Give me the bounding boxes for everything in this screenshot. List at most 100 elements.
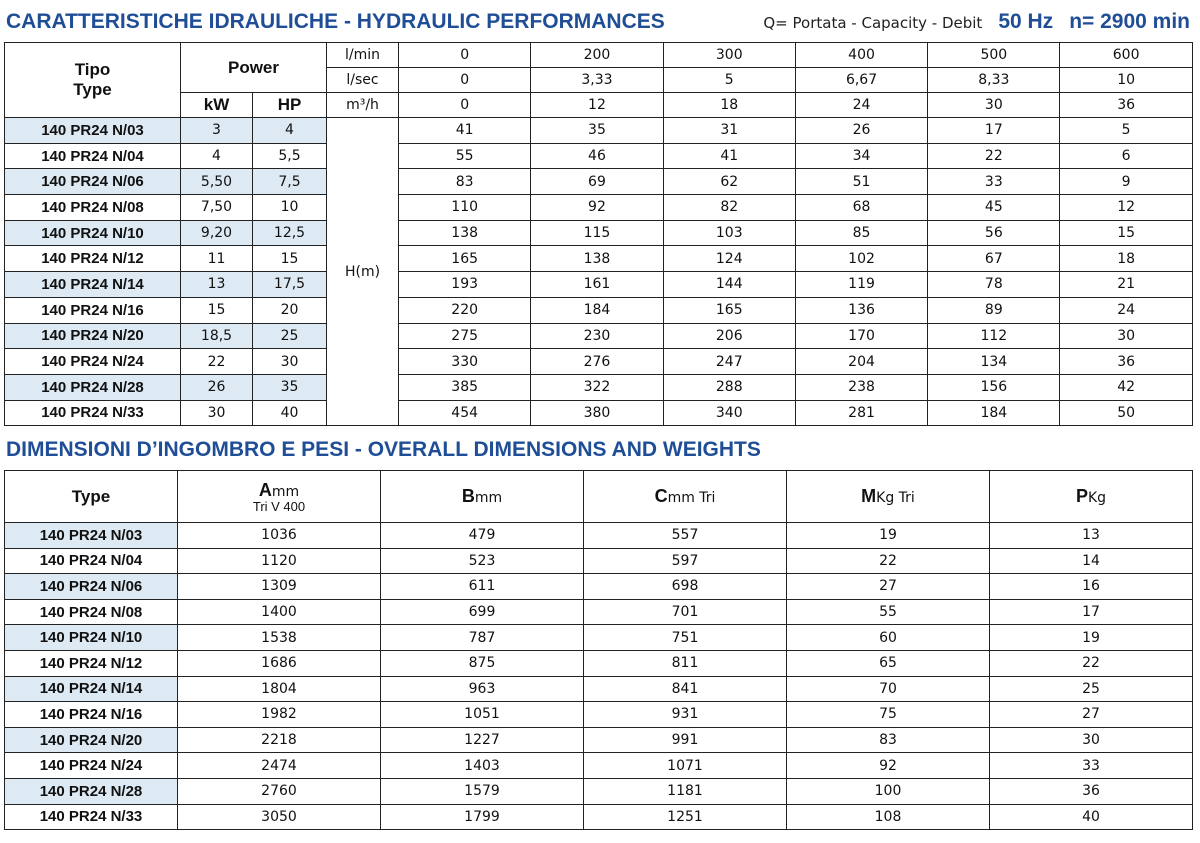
flow-value: 300 (662, 42, 796, 68)
head-value: 103 (662, 219, 796, 247)
dimension-value: 60 (786, 624, 990, 651)
power-value: 4 (180, 142, 253, 170)
dimension-value: 30 (989, 726, 1193, 754)
flow-value: 24 (794, 92, 929, 118)
dimension-value: 875 (380, 649, 584, 677)
flow-value: 200 (530, 42, 664, 68)
model: 140 PR24 N/14 (4, 675, 178, 703)
head-value: 55 (397, 142, 532, 170)
column-header: PKg (989, 470, 1193, 523)
head-value: 380 (530, 399, 664, 427)
row: 140 PR24 N/24 2474 1403 1071 92 33 (4, 752, 1193, 779)
head-value: 31 (662, 117, 796, 144)
head-value: 184 (927, 399, 1061, 427)
flow-value: 400 (794, 42, 929, 68)
dimension-value: 55 (786, 598, 990, 626)
model: 140 PR24 N/33 (4, 399, 181, 427)
head-value: 193 (397, 271, 532, 298)
model: 140 PR24 N/03 (4, 117, 181, 144)
head-value: 136 (794, 296, 929, 324)
model: 140 PR24 N/08 (4, 598, 178, 626)
dimension-value: 75 (786, 701, 990, 728)
dimension-value: 2760 (177, 777, 381, 805)
dimension-value: 22 (989, 649, 1193, 677)
head-value: 165 (397, 245, 532, 273)
head-value: 56 (927, 219, 1061, 247)
dimension-value: 19 (786, 522, 990, 549)
column-header: Amm Tri V 400 (177, 470, 381, 523)
row: 140 PR24 N/08 1400 699 701 55 17 (4, 598, 1193, 626)
dimension-value: 1400 (177, 598, 381, 626)
row: 140 PR24 N/28 2760 1579 1181 100 36 (4, 777, 1193, 805)
model: 140 PR24 N/28 (4, 777, 178, 805)
head-value: 184 (530, 296, 664, 324)
row: 140 PR24 N/04 1120 523 597 22 14 (4, 547, 1193, 575)
power-value: 13 (180, 271, 253, 298)
model: 140 PR24 N/04 (4, 547, 178, 575)
power-value: 5,5 (252, 142, 327, 170)
dimension-value: 523 (380, 547, 584, 575)
dimension-value: 108 (786, 803, 990, 831)
row: 140 PR24 N/20 18,5 25 275 230 206 170 112 30 (4, 322, 1193, 350)
head-value: 51 (794, 168, 929, 196)
power-header: Power (180, 42, 327, 93)
column-unit: Kg Tri (876, 490, 915, 506)
dimension-value: 16 (989, 573, 1193, 600)
dimension-value: 1538 (177, 624, 381, 651)
flow-value: 30 (927, 92, 1061, 118)
head-value: 134 (927, 348, 1061, 375)
power-value: 30 (252, 348, 327, 375)
head-value: 45 (927, 194, 1061, 221)
dimension-value: 70 (786, 675, 990, 703)
head-value: 276 (530, 348, 664, 375)
head-value: 238 (794, 373, 929, 401)
model: 140 PR24 N/03 (4, 522, 178, 549)
row: 140 PR24 N/33 3050 1799 1251 108 40 (4, 803, 1193, 831)
dimension-value: 1120 (177, 547, 381, 575)
head-value: 50 (1059, 399, 1193, 427)
dimension-value: 19 (989, 624, 1193, 651)
flow-unit: l/min (326, 42, 399, 68)
dimension-value: 92 (786, 752, 990, 779)
head-value: 26 (794, 117, 929, 144)
head-value: 69 (530, 168, 664, 196)
head-value: 288 (662, 373, 796, 401)
flow-value: 0 (397, 67, 532, 93)
column-unit: mm Tri (667, 490, 716, 506)
head-value: 34 (794, 142, 929, 170)
note: Q= Portata - Capacity - Debit (763, 14, 983, 32)
head-value: 206 (662, 322, 796, 350)
title: DIMENSIONI D’INGOMBRO E PESI - OVERALL D… (6, 438, 761, 461)
dimension-value: 597 (583, 547, 787, 575)
type: Type (73, 80, 112, 99)
column-unit: mm (271, 484, 300, 500)
dimension-value: 36 (989, 777, 1193, 805)
head-value: 67 (927, 245, 1061, 273)
flow-value: 6,67 (794, 67, 929, 93)
column-letter: A (258, 480, 272, 500)
power-value: 9,20 (180, 219, 253, 247)
hp-header: HP (252, 92, 327, 118)
power-value: 15 (252, 245, 327, 273)
dimension-value: 811 (583, 649, 787, 677)
power-value: 35 (252, 373, 327, 401)
head-value: 112 (927, 322, 1061, 350)
head-value: 385 (397, 373, 532, 401)
head-value: 41 (662, 142, 796, 170)
row: 140 PR24 N/06 1309 611 698 27 16 (4, 573, 1193, 600)
flow-value: 0 (397, 42, 532, 68)
flow-value: 12 (530, 92, 664, 118)
column-letter: P (1075, 486, 1088, 506)
head-value: 144 (662, 271, 796, 298)
row: 140 PR24 N/10 9,20 12,5 138 115 103 85 56 15 (4, 219, 1193, 247)
tipo: Tipo (74, 60, 111, 79)
column-letter: M (861, 486, 877, 506)
row: 140 PR24 N/16 15 20 220 184 165 136 89 24 (4, 296, 1193, 324)
power-value: 7,5 (252, 168, 327, 196)
head-value: 170 (794, 322, 929, 350)
head-value: 42 (1059, 373, 1193, 401)
model: 140 PR24 N/28 (4, 373, 181, 401)
dimension-value: 40 (989, 803, 1193, 831)
head-value: 102 (794, 245, 929, 273)
